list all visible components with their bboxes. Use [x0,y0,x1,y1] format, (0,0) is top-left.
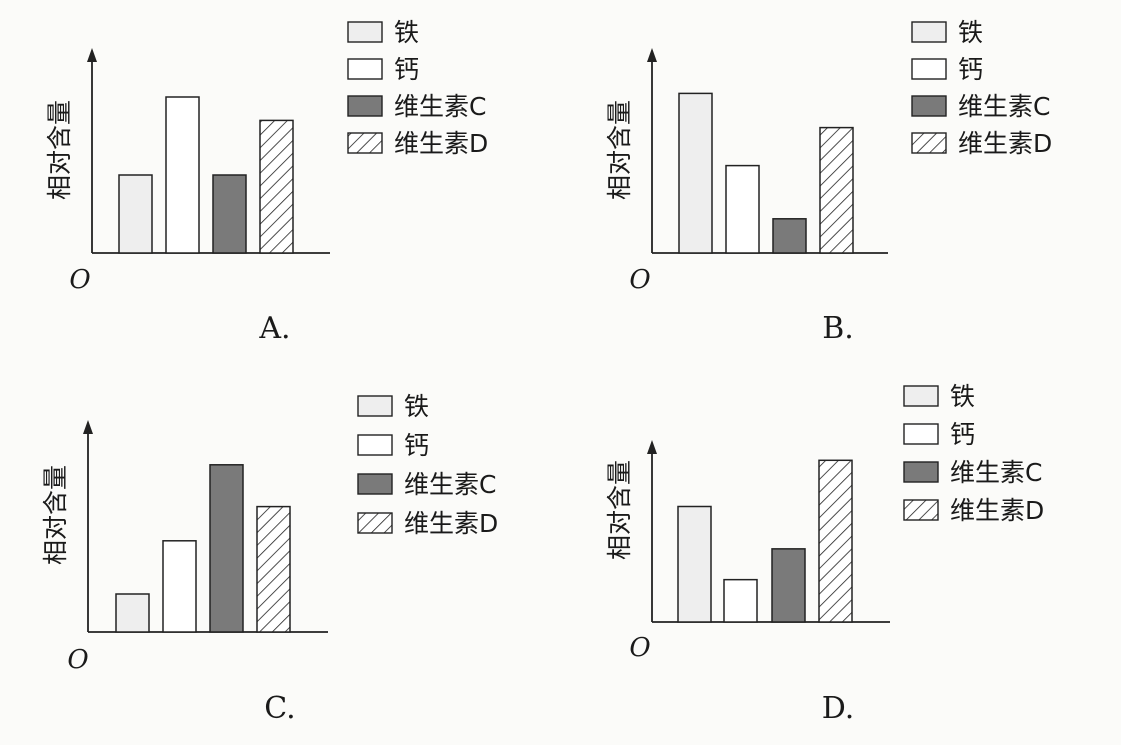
bar-0 [678,92,713,254]
legend-swatch-2 [903,461,939,483]
bar-3 [818,459,853,623]
y-axis-arrow-icon [87,48,97,62]
legend-label-2: 维生素C [958,92,1050,121]
legend-swatch-3 [903,499,939,521]
legend-swatch-1 [911,58,947,80]
legend-swatch-3 [357,512,393,534]
legend-label-2: 维生素C [950,458,1042,487]
bar-2 [212,174,247,254]
origin-label: O [629,265,650,295]
legend-label-0: 铁 [404,392,429,421]
legend-swatch-0 [347,21,383,43]
bar-2 [209,464,244,633]
y-axis-arrow-icon [647,440,657,454]
legend-label-2: 维生素C [394,92,486,121]
legend-swatch-3 [911,132,947,154]
bar-1 [725,164,760,254]
legend-label-1: 钙 [404,431,429,460]
y-axis-arrow-icon [83,420,93,434]
legend-swatch-0 [903,385,939,407]
legend-label-3: 维生素D [404,509,498,538]
panel-label: D. [822,691,855,726]
bar-0 [118,174,153,254]
bar-0 [115,593,150,633]
bar-2 [772,218,807,254]
legend-swatch-0 [357,395,393,417]
legend-swatch-2 [911,95,947,117]
bar-0 [677,505,712,623]
legend-label-0: 铁 [950,382,975,411]
legend-swatch-3 [347,132,383,154]
legend-label-0: 铁 [958,18,983,47]
bar-1 [723,578,758,623]
legend-label-2: 维生素C [404,470,496,499]
legend-swatch-1 [357,434,393,456]
y-axis-label: 相对含量 [605,460,634,560]
panel-label: C. [264,691,295,726]
legend-label-1: 钙 [958,55,983,84]
legend-swatch-1 [903,423,939,445]
y-axis-arrow-icon [647,48,657,62]
legend-swatch-2 [357,473,393,495]
legend-label-0: 铁 [394,18,419,47]
legend-label-3: 维生素D [394,129,488,158]
legend-swatch-2 [347,95,383,117]
origin-label: O [629,633,650,663]
y-axis-label: 相对含量 [45,100,74,200]
bar-3 [259,119,294,254]
y-axis-label: 相对含量 [41,465,70,565]
panel-label: B. [822,311,854,346]
legend-label-3: 维生素D [958,129,1052,158]
bar-2 [771,548,806,623]
y-axis-label: 相对含量 [605,100,634,200]
bar-1 [165,96,200,254]
bar-3 [256,505,291,633]
origin-label: O [69,265,90,295]
panel-label: A. [258,311,290,346]
legend-label-3: 维生素D [950,496,1044,525]
legend-swatch-0 [911,21,947,43]
origin-label: O [67,645,88,675]
legend-label-1: 钙 [950,420,975,449]
legend-swatch-1 [347,58,383,80]
bar-1 [162,540,197,633]
legend-label-1: 钙 [394,55,419,84]
bar-3 [819,126,854,254]
